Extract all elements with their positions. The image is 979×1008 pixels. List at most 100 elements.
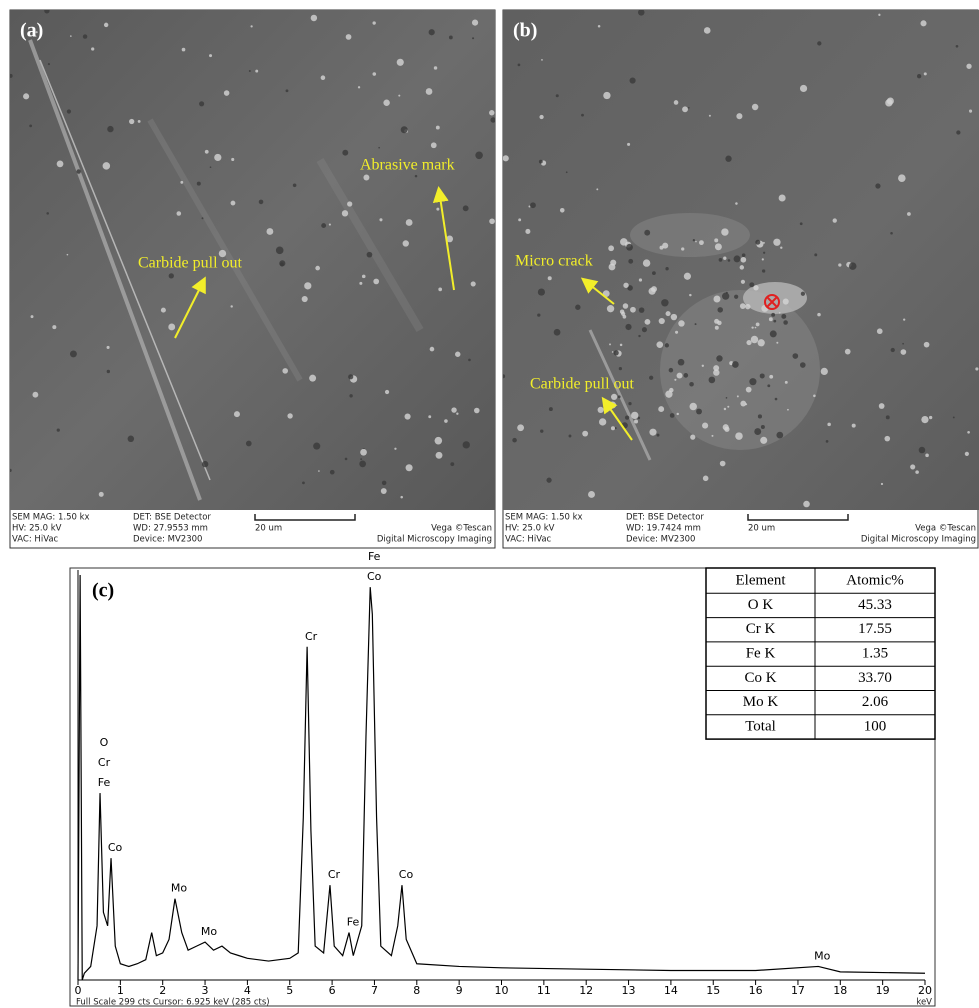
- speck: [826, 440, 829, 443]
- speck: [803, 501, 810, 508]
- speck: [383, 100, 389, 106]
- panel-c: (c) Full Scale 299 cts Cursor: 6.925 keV…: [70, 550, 935, 1007]
- speck: [901, 349, 907, 355]
- peak-label: Co: [399, 868, 414, 881]
- x-tick-label: 4: [244, 984, 251, 997]
- speck: [956, 45, 959, 48]
- speck: [689, 403, 696, 410]
- x-tick-label: 19: [876, 984, 890, 997]
- speck: [569, 435, 572, 438]
- speck: [103, 162, 111, 170]
- speck: [518, 218, 521, 221]
- speck: [463, 441, 470, 448]
- speck: [612, 351, 614, 353]
- speck: [754, 428, 761, 435]
- x-tick-label: 8: [413, 984, 420, 997]
- speck: [659, 318, 665, 324]
- speck: [639, 307, 645, 313]
- x-tick-label: 18: [833, 984, 847, 997]
- figure: (a) Carbide pull out Abrasive mark SEM M…: [0, 0, 979, 1008]
- peak-label: Co: [108, 841, 123, 854]
- speck: [740, 265, 744, 269]
- table-cell: Fe K: [746, 645, 776, 661]
- speck: [342, 150, 348, 156]
- speck: [684, 273, 691, 280]
- speck: [582, 431, 588, 437]
- speck: [674, 379, 676, 381]
- x-tick-label: 14: [664, 984, 678, 997]
- table-cell: Total: [745, 718, 776, 734]
- table-cell: O K: [748, 597, 774, 613]
- speck: [965, 452, 969, 456]
- info-text: HV: 25.0 kV: [12, 524, 62, 534]
- speck: [645, 319, 651, 325]
- speck: [539, 160, 543, 164]
- speck: [702, 423, 708, 429]
- speck: [91, 47, 94, 50]
- speck: [76, 169, 80, 173]
- speck: [629, 77, 635, 83]
- info-text: 20 um: [748, 524, 775, 534]
- speck: [321, 75, 326, 80]
- speck: [684, 373, 689, 378]
- speck: [709, 115, 711, 117]
- speck: [104, 23, 108, 27]
- speck: [833, 218, 837, 222]
- peak-label: Co: [367, 570, 382, 583]
- speck: [689, 382, 694, 387]
- speck: [161, 308, 166, 313]
- peak-label: Fe: [98, 776, 111, 789]
- speck: [129, 119, 134, 124]
- speck: [677, 373, 683, 379]
- speck: [415, 175, 418, 178]
- speck: [618, 395, 621, 398]
- speck: [596, 188, 598, 190]
- speck: [660, 246, 664, 250]
- speck: [517, 424, 524, 431]
- speck: [99, 492, 104, 497]
- speck: [717, 321, 722, 326]
- speck: [630, 307, 636, 313]
- speck: [293, 184, 297, 188]
- info-text: HV: 25.0 kV: [505, 524, 555, 534]
- x-tick-label: 1: [117, 984, 124, 997]
- speck: [735, 202, 738, 205]
- speck: [57, 160, 64, 167]
- speck: [625, 415, 629, 419]
- speck: [199, 101, 204, 106]
- speck: [627, 143, 630, 146]
- peak-label: Cr: [305, 630, 318, 643]
- speck: [644, 230, 650, 236]
- speck: [713, 365, 719, 371]
- speck: [609, 264, 616, 271]
- speck: [769, 375, 773, 379]
- speck: [472, 37, 474, 39]
- speck: [489, 110, 494, 115]
- speck: [678, 320, 684, 326]
- speck: [538, 289, 545, 296]
- info-text: DET: BSE Detector: [626, 513, 704, 523]
- peak-label: O: [100, 736, 109, 749]
- speck: [406, 219, 413, 226]
- speck: [681, 247, 684, 250]
- annotation: Abrasive mark: [360, 157, 455, 174]
- speck: [817, 313, 821, 317]
- speck: [762, 258, 764, 260]
- speck: [435, 437, 443, 445]
- speck: [713, 295, 720, 302]
- speck: [450, 462, 454, 466]
- speck: [638, 9, 645, 16]
- speck: [463, 205, 469, 211]
- speck: [83, 34, 87, 38]
- speck: [628, 402, 631, 405]
- speck: [665, 343, 669, 347]
- speck: [205, 150, 209, 154]
- speck: [430, 347, 435, 352]
- speck: [966, 64, 971, 69]
- speck: [304, 282, 311, 289]
- speck: [736, 113, 742, 119]
- speck: [709, 377, 716, 384]
- speck: [29, 125, 32, 128]
- speck: [575, 305, 580, 310]
- speck: [649, 376, 653, 380]
